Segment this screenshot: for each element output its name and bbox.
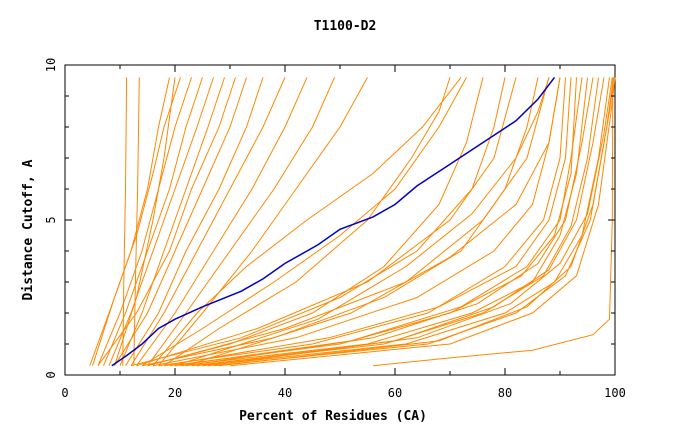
series-line — [158, 77, 368, 367]
y-axis-label: Distance Cutoff, A — [21, 159, 36, 300]
series-line — [125, 77, 264, 366]
series-line — [207, 77, 613, 367]
series-line — [114, 77, 176, 366]
series-line — [119, 77, 225, 366]
series-line — [97, 77, 192, 366]
series-line — [147, 77, 484, 367]
series-line — [122, 77, 128, 366]
series-layer — [89, 76, 616, 367]
series-line — [163, 77, 451, 367]
x-tick-label: 40 — [278, 386, 292, 400]
series-line — [130, 77, 286, 366]
plot-frame — [64, 64, 616, 376]
series-line — [108, 77, 214, 366]
axis-layer: 0 20 40 60 80 100 0 5 10 — [44, 58, 626, 400]
chart-title: T1100-D2 — [314, 19, 377, 34]
series-line — [163, 77, 572, 367]
series-line — [92, 77, 181, 366]
series-line — [136, 77, 308, 366]
series-line — [191, 77, 599, 367]
series-line — [152, 77, 462, 367]
series-line — [169, 77, 577, 367]
series-line — [136, 77, 517, 367]
series-line — [229, 77, 616, 367]
series-line — [196, 77, 605, 367]
x-axis-label: Percent of Residues (CA) — [239, 409, 427, 424]
series-line — [89, 77, 170, 366]
series-line — [174, 77, 550, 367]
series-line — [174, 77, 583, 367]
series-line — [147, 77, 550, 367]
y-tick-label: 5 — [44, 216, 58, 223]
x-tick-label: 20 — [168, 386, 182, 400]
series-line — [130, 77, 506, 367]
x-tick-label: 60 — [388, 386, 402, 400]
series-line — [185, 77, 594, 367]
series-line — [141, 77, 467, 367]
series-line — [97, 77, 236, 366]
y-tick-label: 0 — [44, 371, 58, 378]
x-tick-label: 100 — [604, 386, 626, 400]
series-line — [147, 77, 335, 366]
highlight-series-line — [111, 76, 556, 367]
y-tick-label: 10 — [44, 58, 58, 72]
x-tick-label: 0 — [61, 386, 68, 400]
series-line — [158, 77, 566, 367]
series-line — [185, 77, 561, 367]
series-line — [114, 77, 247, 366]
series-line — [103, 77, 203, 366]
x-tick-label: 80 — [498, 386, 512, 400]
series-line — [218, 77, 615, 367]
